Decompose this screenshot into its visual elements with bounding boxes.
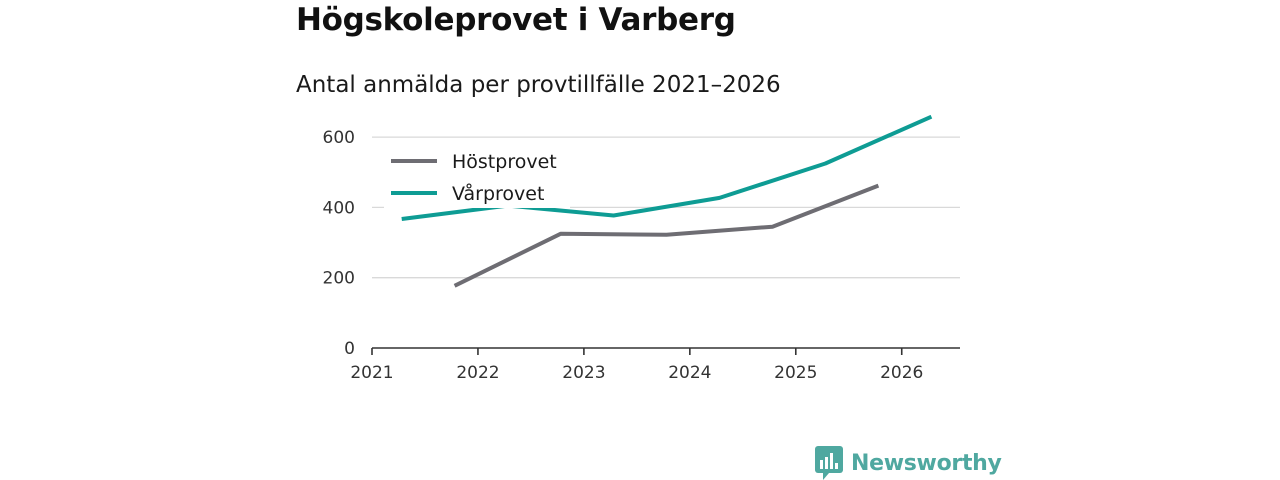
legend-label-höstprovet: Höstprovet [452,151,557,173]
brand-logo: Newsworthy [815,446,1002,480]
chart-title: Högskoleprovet i Varberg [296,2,736,38]
line-chart: 2021 2022 2023 2024 2025 2026 0 200 400 600 Höst… [323,114,960,383]
y-tick-label-200: 200 [323,269,355,289]
x-tick-label-2025: 2025 [774,363,817,383]
legend-label-vårprovet: Vårprovet [452,182,544,205]
x-tick-label-2022: 2022 [456,363,499,383]
brand-name: Newsworthy [851,450,1002,476]
y-tick-label-0: 0 [344,339,355,359]
series-line-höstprovet [453,183,880,288]
x-tick-label-2024: 2024 [668,363,711,383]
newsworthy-logo-icon [815,446,843,480]
y-tick-label-400: 400 [323,198,355,218]
x-tick-label-2021: 2021 [350,363,393,383]
chart-subtitle: Antal anmälda per provtillfälle 2021–202… [296,72,781,98]
x-axis: 2021 2022 2023 2024 2025 2026 [350,347,960,383]
y-tick-label-600: 600 [323,128,355,148]
x-tick-label-2023: 2023 [562,363,605,383]
legend: Höstprovet Vårprovet [384,146,570,208]
y-axis-tick-labels: 0 200 400 600 [323,128,355,359]
x-tick-label-2026: 2026 [880,363,923,383]
